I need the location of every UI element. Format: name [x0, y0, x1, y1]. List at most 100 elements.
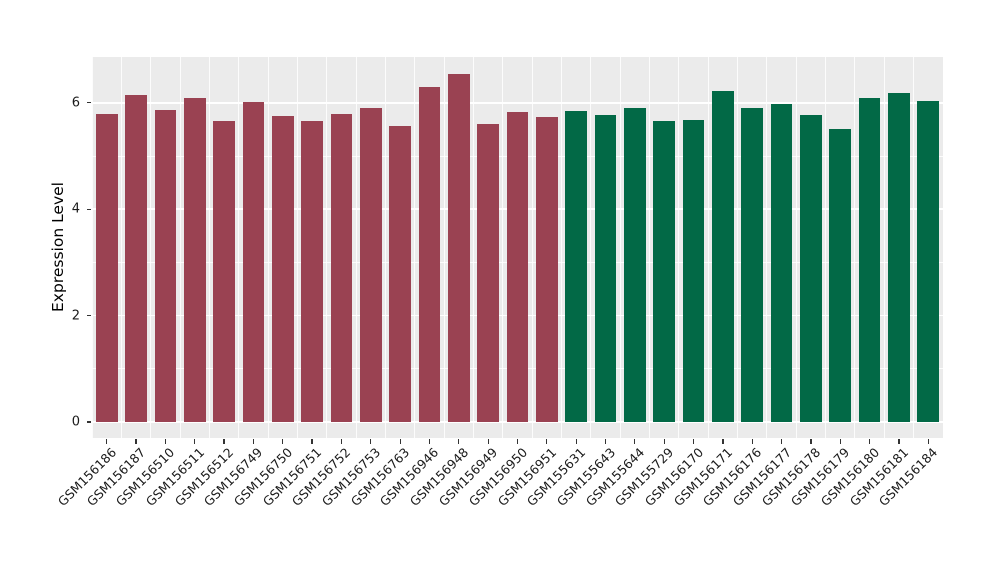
x-tick-mark: [164, 439, 166, 444]
bar-gsm156511: [183, 98, 206, 422]
bar-gsm156180: [858, 98, 881, 422]
gridline-vertical-minor: [238, 57, 240, 438]
gridline-vertical-minor: [737, 57, 739, 438]
bar-gsm156763: [389, 125, 411, 422]
y-axis-title: Expression Level: [49, 182, 67, 312]
gridline-vertical-minor: [883, 57, 885, 438]
x-tick-mark: [839, 439, 841, 444]
gridline-major: [92, 421, 943, 423]
gridline-vertical-minor: [561, 57, 563, 438]
bar-gsm156946: [418, 87, 441, 422]
gridline-vertical-minor: [854, 57, 856, 438]
x-tick-mark: [487, 439, 489, 444]
x-tick-mark: [194, 439, 196, 444]
gridline-vertical-minor: [296, 57, 298, 438]
x-tick-mark: [311, 439, 313, 444]
bar-gsm156749: [242, 102, 265, 422]
y-tick-label: 2: [71, 308, 80, 324]
bar-gsm155643: [594, 114, 617, 422]
x-tick-mark: [546, 439, 548, 444]
bar-gsm156187: [125, 94, 147, 422]
bar-gsm156171: [712, 90, 734, 422]
gridline-vertical-minor: [355, 57, 357, 438]
gridline-vertical-minor: [795, 57, 797, 438]
x-tick-mark: [458, 439, 460, 444]
gridline-vertical-minor: [707, 57, 709, 438]
y-tick-mark: [86, 102, 91, 104]
x-tick-mark: [927, 439, 929, 444]
x-tick-mark: [106, 439, 108, 444]
x-tick-mark: [252, 439, 254, 444]
gridline-vertical-minor: [825, 57, 827, 438]
x-tick-mark: [898, 439, 900, 444]
x-tick-mark: [399, 439, 401, 444]
x-tick-mark: [781, 439, 783, 444]
gridline-vertical-minor: [150, 57, 152, 438]
y-tick-label: 0: [71, 414, 80, 430]
x-tick-mark: [663, 439, 665, 444]
bar-gsm155729: [653, 120, 676, 422]
bar-gsm156178: [800, 114, 822, 422]
bar-gsm156950: [506, 111, 529, 422]
x-tick-mark: [428, 439, 431, 444]
y-tick-mark: [86, 315, 91, 317]
bar-gsm156753: [359, 108, 382, 422]
bar-gsm156176: [741, 108, 764, 422]
gridline-vertical-minor: [179, 57, 181, 438]
gridline-vertical-minor: [502, 57, 504, 438]
gridline-vertical-minor: [678, 57, 680, 438]
y-tick-mark: [86, 208, 91, 210]
gridline-vertical-minor: [443, 57, 445, 438]
gridline-vertical-minor: [267, 57, 269, 438]
gridline-vertical-minor: [384, 57, 386, 438]
bar-gsm156751: [301, 120, 323, 422]
bar-gsm156949: [477, 123, 499, 422]
bar-gsm155644: [624, 108, 646, 422]
bar-gsm156510: [154, 110, 177, 422]
gridline-vertical-minor: [942, 57, 943, 438]
x-tick-mark: [869, 439, 871, 444]
gridline-vertical-minor: [414, 57, 416, 438]
x-tick-mark: [223, 439, 225, 444]
y-tick-label: 4: [71, 201, 80, 217]
gridline-vertical-minor: [590, 57, 592, 438]
gridline-vertical-minor: [92, 57, 93, 438]
bar-gsm155631: [565, 110, 588, 422]
x-tick-mark: [722, 439, 724, 444]
bar-gsm156512: [213, 121, 235, 422]
gridline-vertical-minor: [766, 57, 768, 438]
gridline-vertical-minor: [208, 57, 210, 438]
gridline-vertical-minor: [472, 57, 474, 438]
bar-gsm156186: [95, 113, 118, 422]
bar-gsm156951: [535, 117, 558, 422]
x-tick-mark: [340, 439, 343, 444]
gridline-vertical-minor: [913, 57, 915, 438]
gridline-vertical-minor: [531, 57, 533, 438]
bar-gsm156752: [330, 113, 353, 422]
x-tick-mark: [810, 439, 812, 444]
bar-gsm156750: [271, 115, 294, 422]
bar-gsm156181: [888, 92, 910, 422]
gridline-vertical-minor: [120, 57, 122, 438]
gridline-vertical-minor: [649, 57, 651, 438]
gridline-major: [92, 102, 943, 104]
plot-panel: [92, 57, 943, 438]
gridline-vertical-minor: [619, 57, 621, 438]
x-tick-mark: [751, 439, 753, 444]
x-tick-mark: [692, 439, 695, 444]
x-tick-mark: [282, 439, 284, 444]
bar-gsm156170: [682, 119, 705, 422]
y-tick-label: 6: [71, 95, 80, 111]
x-tick-mark: [370, 439, 372, 444]
bar-gsm156948: [447, 73, 470, 422]
x-tick-mark: [634, 439, 636, 444]
x-tick-mark: [575, 439, 577, 444]
x-tick-mark: [516, 439, 519, 444]
y-tick-mark: [86, 421, 91, 423]
bar-gsm156179: [829, 128, 852, 422]
bar-gsm156184: [917, 100, 940, 422]
x-tick-mark: [604, 439, 607, 444]
gridline-vertical-minor: [326, 57, 328, 438]
bar-gsm156177: [770, 103, 793, 422]
